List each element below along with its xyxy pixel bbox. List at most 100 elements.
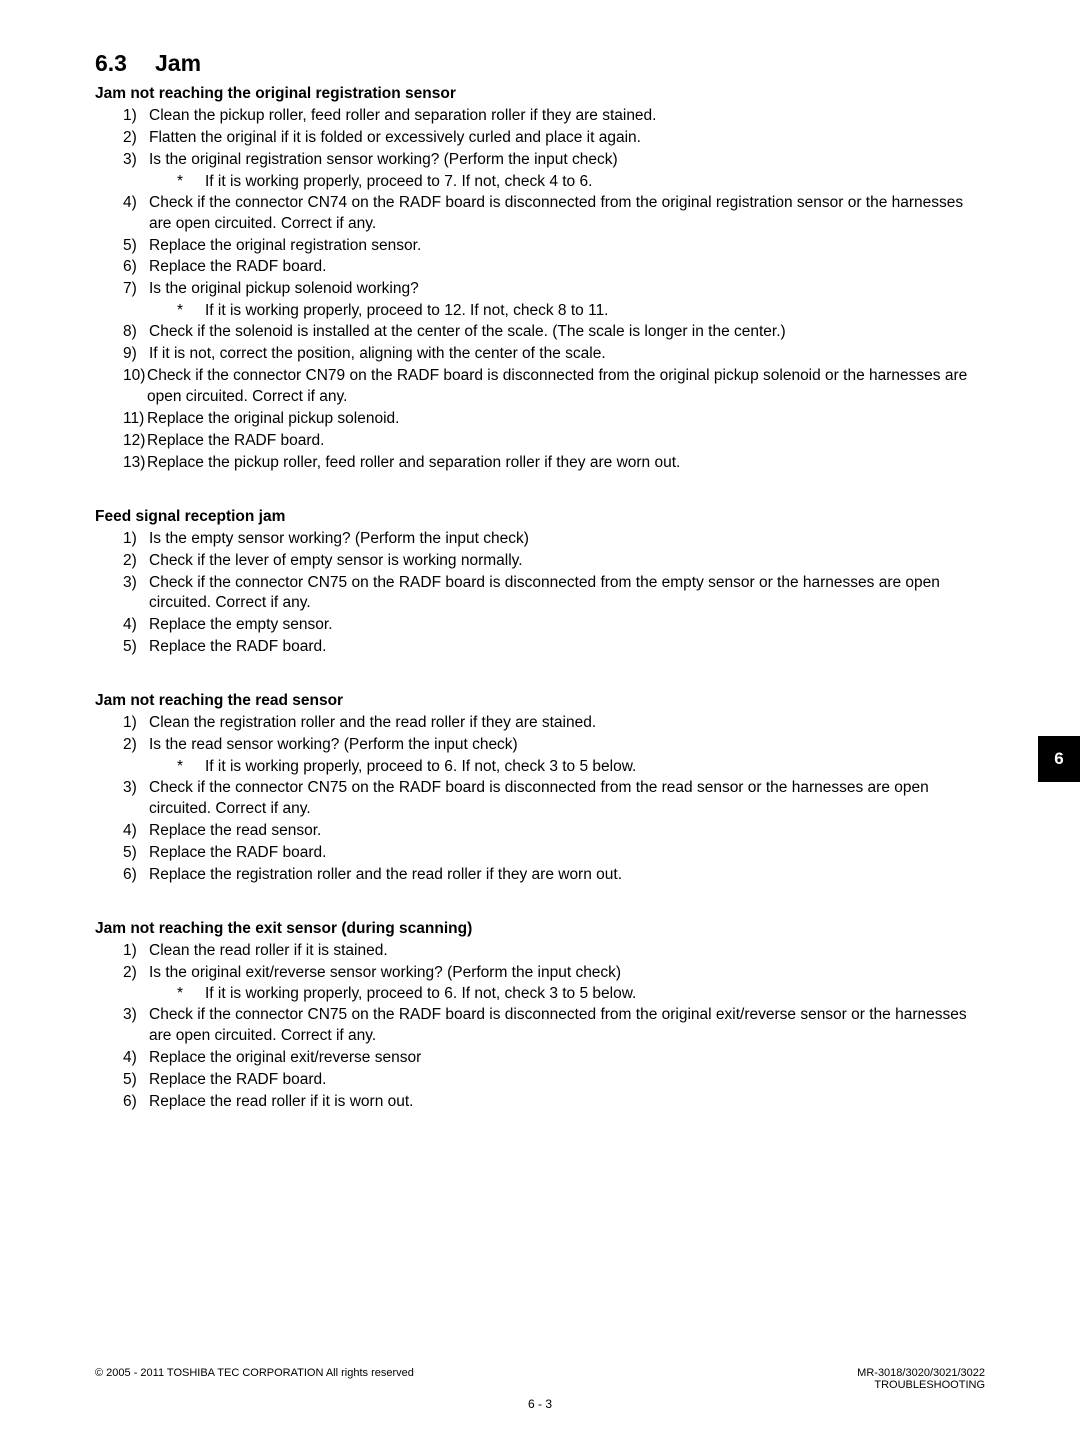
step-number: 6) bbox=[123, 865, 137, 886]
step-text: Is the original pickup solenoid working? bbox=[149, 280, 419, 297]
step-text: Replace the original registration sensor… bbox=[149, 237, 421, 254]
step-number: 11) bbox=[123, 409, 144, 430]
footer-model-line1: MR-3018/3020/3021/3022 bbox=[857, 1367, 985, 1379]
step-item: 2) Is the original exit/reverse sensor wo… bbox=[123, 963, 985, 984]
step-text: Is the original exit/reverse sensor work… bbox=[149, 964, 621, 981]
step-text: Check if the lever of empty sensor is wo… bbox=[149, 552, 523, 569]
step-text: Check if the connector CN74 on the RADF … bbox=[149, 194, 963, 232]
page-footer: © 2005 - 2011 TOSHIBA TEC CORPORATION Al… bbox=[95, 1367, 985, 1391]
step-number: 8) bbox=[123, 322, 137, 343]
asterisk-icon: * bbox=[177, 984, 183, 1005]
section-number: 6.3 bbox=[95, 50, 127, 77]
block-heading: Jam not reaching the original registrati… bbox=[95, 85, 985, 103]
step-text: If it is not, correct the position, alig… bbox=[149, 345, 606, 362]
step-number: 5) bbox=[123, 236, 137, 257]
asterisk-icon: * bbox=[177, 757, 183, 778]
step-item: 5)Replace the RADF board. bbox=[123, 843, 985, 864]
note-text: If it is working properly, proceed to 7.… bbox=[205, 173, 592, 190]
step-text: Replace the RADF board. bbox=[149, 638, 326, 655]
block-heading: Jam not reaching the exit sensor (during… bbox=[95, 920, 985, 938]
step-text: Clean the registration roller and the re… bbox=[149, 714, 596, 731]
step-number: 2) bbox=[123, 128, 137, 149]
step-number: 3) bbox=[123, 150, 137, 171]
page-number: 6 - 3 bbox=[0, 1397, 1080, 1411]
step-item: 1)Clean the registration roller and the … bbox=[123, 713, 985, 734]
step-text: Flatten the original if it is folded or … bbox=[149, 129, 641, 146]
step-item: 9) If it is not, correct the position, al… bbox=[123, 344, 985, 365]
step-number: 1) bbox=[123, 106, 137, 127]
step-item: 4)Check if the connector CN74 on the RAD… bbox=[123, 193, 985, 235]
step-item: 6) Replace the RADF board. bbox=[123, 257, 985, 278]
step-number: 6) bbox=[123, 1092, 137, 1113]
step-number: 2) bbox=[123, 735, 137, 756]
step-item: 6)Replace the read roller if it is worn … bbox=[123, 1092, 985, 1113]
step-item: 6)Replace the registration roller and th… bbox=[123, 865, 985, 886]
step-number: 1) bbox=[123, 941, 137, 962]
step-item: 4)Replace the original exit/reverse sens… bbox=[123, 1048, 985, 1069]
step-item: 4)Replace the empty sensor. bbox=[123, 615, 985, 636]
step-text: Replace the RADF board. bbox=[149, 1071, 326, 1088]
step-number: 3) bbox=[123, 1005, 137, 1026]
step-number: 1) bbox=[123, 529, 137, 550]
step-number: 4) bbox=[123, 1048, 137, 1069]
step-number: 10) bbox=[123, 366, 145, 387]
step-item: 3)Check if the connector CN75 on the RAD… bbox=[123, 778, 985, 820]
blocks-container: Jam not reaching the original registrati… bbox=[95, 85, 985, 1113]
note-text: If it is working properly, proceed to 6.… bbox=[205, 758, 636, 775]
step-item: 2)Is the read sensor working? (Perform t… bbox=[123, 735, 985, 756]
step-number: 2) bbox=[123, 963, 137, 984]
steps-list: 1)Clean the registration roller and the … bbox=[123, 713, 985, 885]
step-number: 12) bbox=[123, 431, 145, 452]
note-text: If it is working properly, proceed to 12… bbox=[205, 302, 609, 319]
step-item: 13)Replace the pickup roller, feed rolle… bbox=[123, 453, 985, 474]
asterisk-icon: * bbox=[177, 172, 183, 193]
step-number: 4) bbox=[123, 821, 137, 842]
step-number: 5) bbox=[123, 843, 137, 864]
step-note: *If it is working properly, proceed to 6… bbox=[177, 984, 985, 1005]
step-number: 2) bbox=[123, 551, 137, 572]
footer-model-line2: TROUBLESHOOTING bbox=[874, 1379, 985, 1391]
step-item: 10)Check if the connector CN79 on the RA… bbox=[123, 366, 985, 408]
step-text: Replace the pickup roller, feed roller a… bbox=[147, 454, 680, 471]
step-text: Check if the solenoid is installed at th… bbox=[149, 323, 786, 340]
step-text: Check if the connector CN79 on the RADF … bbox=[147, 367, 967, 405]
step-text: Is the original registration sensor work… bbox=[149, 151, 618, 168]
step-item: 8) Check if the solenoid is installed at … bbox=[123, 322, 985, 343]
steps-list: 1) Is the empty sensor working? (Perform … bbox=[123, 529, 985, 659]
footer-copyright: © 2005 - 2011 TOSHIBA TEC CORPORATION Al… bbox=[95, 1367, 414, 1379]
step-item: 1) Is the empty sensor working? (Perform … bbox=[123, 529, 985, 550]
step-item: 1) Clean the pickup roller, feed roller a… bbox=[123, 106, 985, 127]
step-text: Replace the read sensor. bbox=[149, 822, 321, 839]
section-title: Jam bbox=[155, 50, 201, 76]
troubleshoot-block: Jam not reaching the read sensor1)Clean … bbox=[95, 692, 985, 885]
step-note: * If it is working properly, proceed to 7… bbox=[177, 172, 985, 193]
step-text: Check if the connector CN75 on the RADF … bbox=[149, 574, 940, 612]
step-note: * If it is working properly, proceed to 1… bbox=[177, 301, 985, 322]
step-item: 3)Check if the connector CN75 on the RAD… bbox=[123, 573, 985, 615]
step-item: 3) Is the original registration sensor wo… bbox=[123, 150, 985, 171]
step-text: Replace the RADF board. bbox=[149, 258, 326, 275]
step-item: 11)Replace the original pickup solenoid. bbox=[123, 409, 985, 430]
footer-model: MR-3018/3020/3021/3022 TROUBLESHOOTING bbox=[857, 1367, 985, 1391]
troubleshoot-block: Jam not reaching the original registrati… bbox=[95, 85, 985, 474]
step-item: 12)Replace the RADF board. bbox=[123, 431, 985, 452]
step-item: 5)Replace the RADF board. bbox=[123, 637, 985, 658]
block-heading: Feed signal reception jam bbox=[95, 508, 985, 526]
asterisk-icon: * bbox=[177, 301, 183, 322]
troubleshoot-block: Jam not reaching the exit sensor (during… bbox=[95, 920, 985, 1113]
step-item: 5) Replace the original registration sens… bbox=[123, 236, 985, 257]
step-text: Clean the pickup roller, feed roller and… bbox=[149, 107, 656, 124]
section-heading: 6.3 Jam bbox=[95, 50, 985, 77]
step-text: Is the empty sensor working? (Perform th… bbox=[149, 530, 529, 547]
chapter-tab: 6 bbox=[1038, 736, 1080, 782]
page-content: 6.3 Jam Jam not reaching the original reg… bbox=[0, 0, 1080, 1113]
step-number: 9) bbox=[123, 344, 137, 365]
step-text: Replace the empty sensor. bbox=[149, 616, 333, 633]
step-text: Replace the original pickup solenoid. bbox=[147, 410, 399, 427]
troubleshoot-block: Feed signal reception jam 1) Is the empty … bbox=[95, 508, 985, 659]
step-number: 6) bbox=[123, 257, 137, 278]
step-number: 7) bbox=[123, 279, 137, 300]
step-text: Clean the read roller if it is stained. bbox=[149, 942, 388, 959]
step-number: 3) bbox=[123, 778, 137, 799]
step-item: 2) Flatten the original if it is folded o… bbox=[123, 128, 985, 149]
